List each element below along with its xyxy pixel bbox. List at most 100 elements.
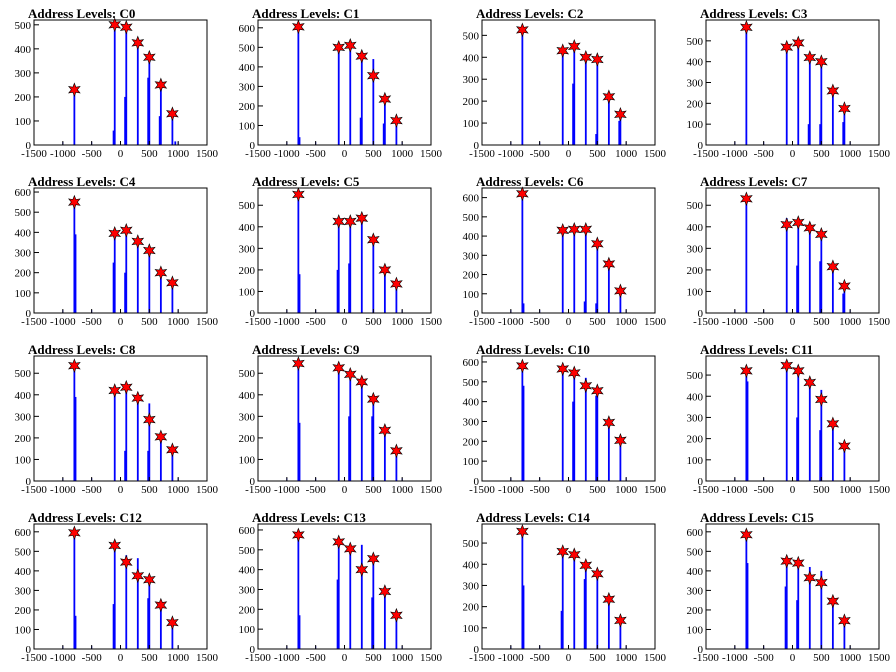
x-tick-label: 1000 [391,316,414,328]
chart-panel: Address Levels: C6 0 100 200 300 400 500 600 -15… [448,168,672,336]
peak-marker [602,256,616,272]
chart-panel: Address Levels: C10 0 100 200 300 400 500 600 -1… [448,336,672,504]
peak-marker [366,68,380,83]
peak-marker [590,52,604,67]
bar [560,610,563,649]
x-tick-label: -1500 [245,316,271,328]
peak-marker [740,363,753,379]
chart-title: Address Levels: C11 [700,342,814,357]
peak-marker [154,429,168,445]
y-tick-label: 300 [15,411,32,423]
peak-marker [68,358,81,374]
chart-panel: Address Levels: C15 0 100 200 300 400 500 600 -1… [672,504,896,672]
bar [159,436,162,481]
chart-panel: Address Levels: C5 0 100 200 300 400 500 -1500-… [224,168,448,336]
bar [796,600,799,649]
y-tick-label: 0 [250,140,256,152]
x-tick-label: -1000 [498,484,524,496]
bar-group [510,193,627,313]
x-tick-label: 1000 [839,484,862,496]
bar [136,241,139,313]
bar [797,563,800,649]
x-tick-label: -1000 [722,484,748,496]
bar [808,566,811,649]
bar [808,227,811,313]
chart-panel: Address Levels: C14 0 100 200 300 400 500 -1500… [448,504,672,672]
x-tick-label: 500 [589,316,606,328]
y-tick-label: 400 [239,62,256,74]
x-tick-label: 1500 [420,316,443,328]
bar [820,389,823,481]
peak-marker [826,416,840,432]
bar [348,416,351,481]
bar-group [286,194,403,313]
plot-frame [481,355,656,482]
chart-title: Address Levels: C10 [476,342,590,357]
y-tick-label: 0 [474,644,480,656]
chart-title: Address Levels: C9 [252,342,360,357]
peak-marker [332,534,346,550]
peak-marker [791,363,805,379]
x-tick-label: 500 [365,484,382,496]
y-tick-label: 400 [15,227,32,239]
x-tick-label: 500 [141,652,158,664]
x-tick-label: 0 [566,148,572,160]
bar [746,381,749,481]
chart-title: Address Levels: C3 [700,6,808,21]
x-tick-label: 1000 [167,148,190,160]
chart-svg: 0 100 200 300 400 500 -1500 -1000 -500 0 500 1000 15… [463,523,667,664]
peak-marker [567,365,581,381]
y-tick-label: 300 [687,412,704,424]
bar [372,558,375,649]
bar [607,599,610,649]
y-tick-label: 600 [239,23,256,35]
bar [796,265,799,313]
bar-group [62,202,179,313]
y-tick-label: 500 [463,377,480,389]
x-tick-label: 1500 [868,652,891,664]
y-tick-label: 400 [463,52,480,64]
bar [395,283,398,313]
bar [348,263,351,313]
y-tick-label: 200 [687,434,704,446]
y-tick-label: 100 [687,286,704,298]
chart-title: Address Levels: C1 [252,6,360,21]
peak-marker [590,566,604,582]
peak-marker [556,544,570,559]
y-tick-label: 600 [15,187,32,199]
y-tick-label: 500 [687,200,704,212]
x-tick-label: -1500 [21,148,47,160]
x-tick-label: -1000 [498,652,524,664]
bar [337,221,340,313]
x-tick-label: 1000 [391,148,414,160]
peak-marker [131,568,145,584]
peak-marker [390,276,403,292]
bar [619,620,622,649]
x-tick-label: 1500 [868,148,891,160]
x-tick-label: -500 [530,316,551,328]
bar [573,372,576,481]
bar [359,117,362,145]
chart-panel: Address Levels: C1 0 100 200 300 400 500 600 -15… [224,0,448,168]
x-tick-label: 500 [141,484,158,496]
bar [745,198,748,313]
peak-marker [366,232,380,248]
bar [607,263,610,313]
bar [360,381,363,481]
x-tick-label: -500 [754,316,775,328]
y-tick-label: 0 [698,140,704,152]
x-tick-label: 1500 [644,652,667,664]
peak-marker [614,283,627,299]
peak-marker [68,82,81,98]
chart-title: Address Levels: C6 [476,174,584,189]
bar [382,123,385,145]
x-tick-label: 500 [365,652,382,664]
bar [596,59,599,145]
bar-group [286,26,403,146]
x-tick-label: 1000 [615,148,638,160]
bar [112,130,115,145]
bar [785,561,788,649]
x-tick-label: 500 [813,484,830,496]
peak-marker [814,392,828,407]
x-tick-label: 0 [790,148,796,160]
